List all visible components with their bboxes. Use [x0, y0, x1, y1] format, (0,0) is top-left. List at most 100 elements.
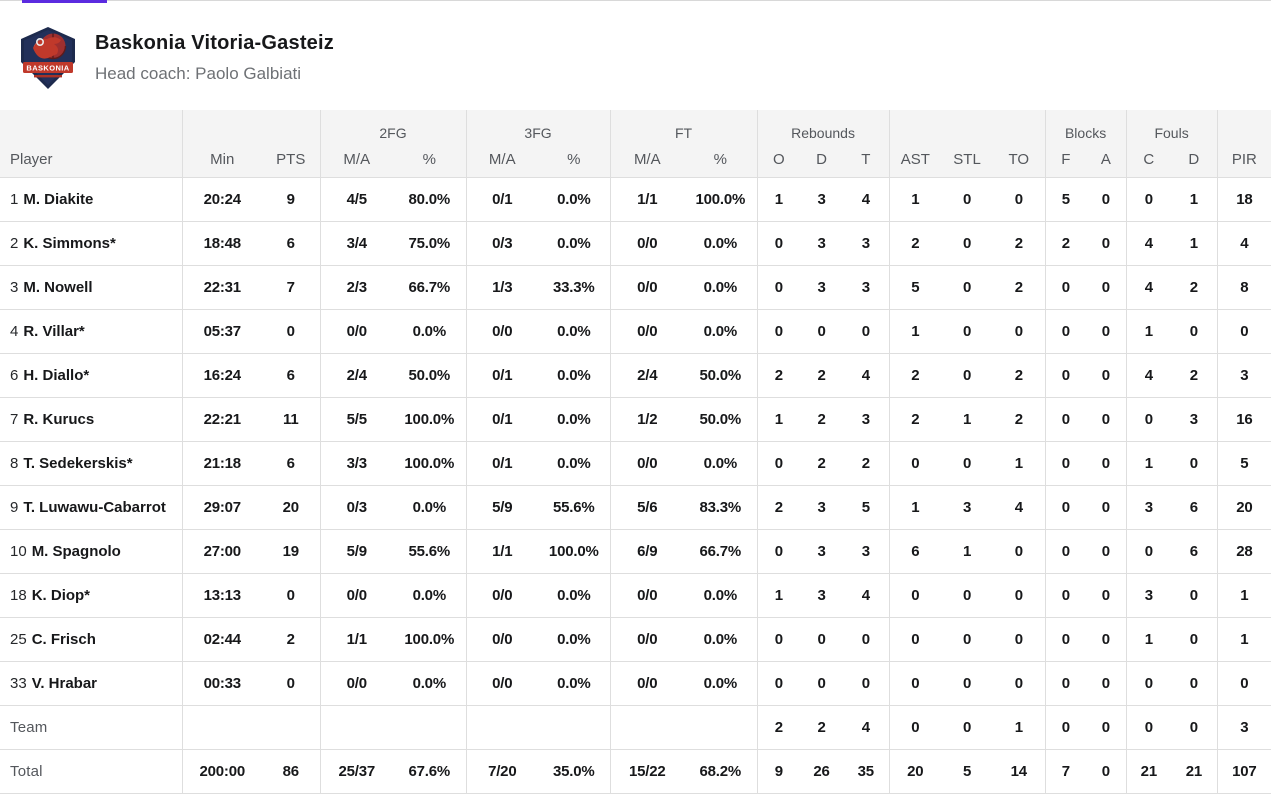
- blk-a-cell: 0: [1086, 485, 1127, 530]
- logo-banner-text: BASKONIA: [26, 64, 69, 73]
- table-row: Team 2 2 4 0 0 1 0 0 0 0 3: [0, 705, 1271, 750]
- stl-cell: 0: [941, 617, 994, 662]
- column-header-row: Player Min PTS M/A % M/A % M/A % O D T A…: [0, 143, 1271, 178]
- foul-d-cell: 3: [1171, 397, 1218, 442]
- player-name[interactable]: H. Diallo*: [23, 366, 90, 384]
- ast-cell: 0: [888, 617, 942, 662]
- table-row: 3 M. Nowell 22:31 7 2/3 66.7% 1/3 33.3% 0…: [0, 265, 1271, 310]
- min-cell: 27:00: [181, 529, 262, 574]
- reb-d-cell: 3: [800, 177, 844, 222]
- foul-d-cell: 2: [1171, 265, 1218, 310]
- player-name[interactable]: M. Spagnolo: [31, 542, 121, 560]
- table-row: 2 K. Simmons* 18:48 6 3/4 75.0% 0/3 0.0% …: [0, 221, 1271, 266]
- 2fg-pct-cell: 50.0%: [393, 353, 467, 398]
- jersey-number: 4: [10, 322, 19, 340]
- stl-cell: 5: [941, 749, 994, 794]
- stl-cell: 0: [941, 309, 994, 354]
- player-name[interactable]: M. Diakite: [23, 190, 94, 208]
- 2fg-pct-cell: 100.0%: [393, 397, 467, 442]
- player-name[interactable]: K. Simmons*: [23, 234, 116, 252]
- col-pts: PTS: [262, 143, 320, 178]
- player-name[interactable]: Team: [10, 718, 48, 736]
- ast-cell: 0: [888, 661, 942, 706]
- blk-f-cell: 0: [1044, 529, 1087, 574]
- col-player: Player: [0, 143, 182, 178]
- pir-cell: 107: [1216, 749, 1271, 794]
- ft-ma-cell: 0/0: [609, 441, 685, 486]
- player-name[interactable]: C. Frisch: [31, 630, 96, 648]
- reb-t-cell: 4: [843, 353, 890, 398]
- 2fg-ma-cell: 2/4: [319, 353, 393, 398]
- player-cell: 3 M. Nowell: [0, 265, 182, 310]
- reb-o-cell: 0: [756, 221, 801, 266]
- stl-cell: 1: [941, 529, 994, 574]
- 3fg-pct-cell: 0.0%: [538, 353, 611, 398]
- pts-cell: 20: [262, 485, 320, 530]
- tab-bar-divider: [0, 0, 1271, 1]
- reb-d-cell: 2: [800, 441, 844, 486]
- pts-cell: 0: [262, 309, 320, 354]
- to-cell: 0: [993, 529, 1046, 574]
- blk-a-cell: 0: [1086, 617, 1127, 662]
- to-cell: 0: [993, 661, 1046, 706]
- pts-cell: 11: [262, 397, 320, 442]
- reb-t-cell: 3: [843, 529, 890, 574]
- blk-f-cell: 0: [1044, 573, 1087, 618]
- stl-cell: 0: [941, 705, 994, 750]
- min-cell: 13:13: [181, 573, 262, 618]
- col-ft-ma: M/A: [609, 143, 685, 178]
- table-header: 2FG 3FG FT Rebounds Blocks Fouls Player …: [0, 110, 1271, 178]
- blk-f-cell: 5: [1044, 177, 1087, 222]
- 2fg-ma-cell: 2/3: [319, 265, 393, 310]
- team-logo: BASKONIA: [20, 26, 76, 90]
- player-name[interactable]: V. Hrabar: [31, 674, 98, 692]
- col-pir: PIR: [1216, 143, 1271, 178]
- 3fg-pct-cell: [538, 705, 611, 750]
- player-name[interactable]: Total: [10, 762, 43, 780]
- blk-a-cell: 0: [1086, 309, 1127, 354]
- foul-c-cell: 1: [1125, 441, 1172, 486]
- reb-d-cell: 3: [800, 573, 844, 618]
- to-cell: 0: [993, 617, 1046, 662]
- table-row: 33 V. Hrabar 00:33 0 0/0 0.0% 0/0 0.0% 0/…: [0, 661, 1271, 706]
- pir-cell: 1: [1216, 617, 1271, 662]
- min-cell: [181, 705, 262, 750]
- foul-c-cell: 0: [1125, 661, 1172, 706]
- player-name[interactable]: R. Villar*: [23, 322, 85, 340]
- 2fg-pct-cell: 0.0%: [393, 309, 467, 354]
- reb-t-cell: 4: [843, 177, 890, 222]
- jersey-number: 1: [10, 190, 19, 208]
- blk-f-cell: 0: [1044, 265, 1087, 310]
- blk-a-cell: 0: [1086, 221, 1127, 266]
- reb-o-cell: 0: [756, 529, 801, 574]
- reb-o-cell: 9: [756, 749, 801, 794]
- ft-ma-cell: 1/2: [609, 397, 685, 442]
- blk-f-cell: 0: [1044, 309, 1087, 354]
- player-cell: Team: [0, 705, 182, 750]
- jersey-number: 9: [10, 498, 19, 516]
- blk-f-cell: 0: [1044, 705, 1087, 750]
- table-row: 10 M. Spagnolo 27:00 19 5/9 55.6% 1/1 100…: [0, 529, 1271, 574]
- 3fg-pct-cell: 0.0%: [538, 221, 611, 266]
- player-name[interactable]: T. Sedekerskis*: [23, 454, 133, 472]
- reb-t-cell: 3: [843, 221, 890, 266]
- min-cell: 21:18: [181, 441, 262, 486]
- ast-cell: 5: [888, 265, 942, 310]
- player-name[interactable]: R. Kurucs: [23, 410, 95, 428]
- player-cell: 8 T. Sedekerskis*: [0, 441, 182, 486]
- blk-f-cell: 0: [1044, 353, 1087, 398]
- 2fg-ma-cell: 0/0: [319, 309, 393, 354]
- jersey-number: 33: [10, 674, 27, 692]
- player-name[interactable]: M. Nowell: [23, 278, 93, 296]
- reb-t-cell: 0: [843, 661, 890, 706]
- foul-c-cell: 3: [1125, 485, 1172, 530]
- player-name[interactable]: K. Diop*: [31, 586, 91, 604]
- player-cell: 7 R. Kurucs: [0, 397, 182, 442]
- jersey-number: 7: [10, 410, 19, 428]
- ft-pct-cell: 100.0%: [684, 177, 758, 222]
- 2fg-ma-cell: 3/3: [319, 441, 393, 486]
- reb-d-cell: 3: [800, 265, 844, 310]
- player-name[interactable]: T. Luwawu-Cabarrot: [23, 498, 166, 516]
- foul-c-cell: 0: [1125, 177, 1172, 222]
